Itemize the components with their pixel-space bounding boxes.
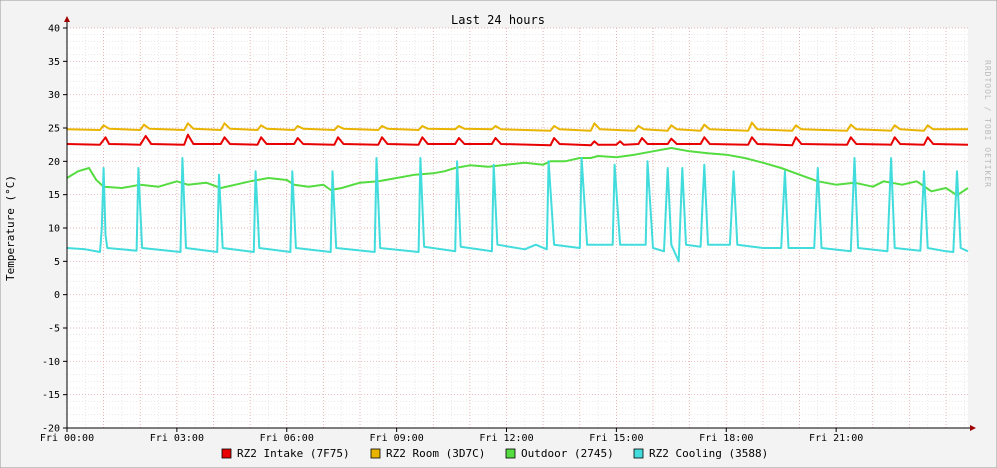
y-tick-label: 40 [48,24,60,35]
y-tick-label: 25 [48,124,60,135]
y-axis-label: Temperature (°C) [4,175,17,281]
x-tick-label: Fri 12:00 [479,433,533,444]
legend-label: RZ2 Cooling (3588) [649,447,768,460]
y-axis-arrow [64,16,70,22]
y-tick-label: 20 [48,157,60,168]
series-group [66,121,969,263]
y-tick-label: -15 [42,390,60,401]
legend: RZ2 Intake (7F75) RZ2 Room (3D7C) Outdoor … [221,447,768,460]
y-tick-label: 30 [48,90,60,101]
tick-labels: -20 -15 -10 -5 0 5 10 15 20 25 30 35 40 Fri 00:00 Fri … [40,24,863,445]
legend-swatch [633,448,644,459]
x-tick-label: Fri 03:00 [150,433,204,444]
y-tick-label: -20 [42,424,60,435]
x-tick-label: Fri 06:00 [260,433,314,444]
axes [63,16,976,431]
y-tick-label: -10 [42,357,60,368]
legend-swatch [221,448,232,459]
series-line [66,157,969,263]
series-line [66,121,968,132]
y-tick-label: 15 [48,190,60,201]
legend-swatch [370,448,381,459]
x-tick-label: Fri 21:00 [809,433,863,444]
x-axis-arrow [970,425,976,431]
grid [66,27,968,429]
legend-label: Outdoor (2745) [521,447,614,460]
chart-title: Last 24 hours [451,13,545,27]
series-line [66,147,969,197]
x-tick-label: Fri 15:00 [589,433,643,444]
legend-swatch [505,448,516,459]
series-line [66,133,969,147]
x-tick-label: Fri 00:00 [40,433,94,444]
watermark-text: RRDTOOL / TOBI OETIKER [983,60,992,188]
y-tick-label: 35 [48,57,60,68]
y-tick-label: 5 [54,257,60,268]
y-tick-label: -5 [48,324,60,335]
legend-label: RZ2 Room (3D7C) [386,447,485,460]
y-tick-label: 0 [54,290,60,301]
y-tick-label: 10 [48,224,60,235]
legend-label: RZ2 Intake (7F75) [237,447,350,460]
x-tick-label: Fri 18:00 [699,433,753,444]
x-tick-label: Fri 09:00 [370,433,424,444]
